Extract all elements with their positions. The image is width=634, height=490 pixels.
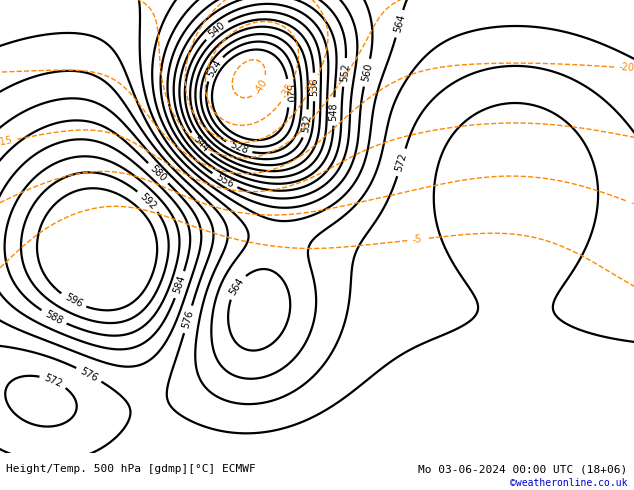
Text: 536: 536 [309, 78, 319, 96]
Text: -15: -15 [0, 135, 13, 148]
Text: 564: 564 [228, 276, 246, 297]
Text: 544: 544 [190, 134, 210, 154]
Text: -40: -40 [253, 77, 269, 97]
Text: 588: 588 [43, 309, 64, 326]
Text: -30: -30 [304, 77, 320, 96]
Text: 596: 596 [63, 293, 84, 310]
Text: -10: -10 [629, 198, 634, 213]
Text: 572: 572 [394, 152, 409, 173]
Text: 592: 592 [138, 191, 158, 211]
Text: 540: 540 [206, 20, 227, 40]
Text: Height/Temp. 500 hPa [gdmp][°C] ECMWF: Height/Temp. 500 hPa [gdmp][°C] ECMWF [6, 465, 256, 474]
Text: 580: 580 [148, 163, 168, 183]
Text: 556: 556 [214, 172, 235, 190]
Text: -5: -5 [411, 234, 422, 245]
Text: 584: 584 [172, 274, 188, 295]
Text: -20: -20 [619, 62, 634, 74]
Text: 548: 548 [328, 102, 339, 121]
Text: -35: -35 [280, 82, 296, 100]
Text: 576: 576 [79, 366, 100, 383]
Text: 576: 576 [181, 309, 195, 330]
Text: 560: 560 [360, 63, 374, 83]
Text: Mo 03-06-2024 00:00 UTC (18+06): Mo 03-06-2024 00:00 UTC (18+06) [418, 465, 628, 474]
Text: 524: 524 [205, 58, 223, 79]
Text: 532: 532 [300, 114, 313, 134]
Text: 528: 528 [228, 140, 249, 156]
Text: 572: 572 [42, 372, 64, 389]
Text: 580: 580 [602, 464, 620, 473]
Text: 564: 564 [392, 14, 406, 34]
Text: 520: 520 [283, 84, 294, 102]
Text: 552: 552 [339, 63, 351, 82]
Text: ©weatheronline.co.uk: ©weatheronline.co.uk [510, 478, 628, 488]
